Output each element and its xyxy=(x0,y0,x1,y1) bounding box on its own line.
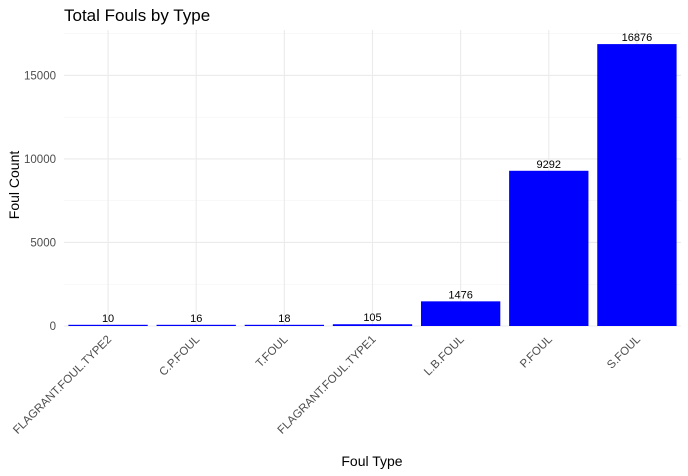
bar xyxy=(332,324,413,326)
x-tick-label: FLAGRANT.FOUL.TYPE1 xyxy=(276,334,379,437)
bar-value-label: 1476 xyxy=(448,289,472,301)
y-tick-label: 5000 xyxy=(30,237,56,249)
y-tick-label: 15000 xyxy=(24,70,56,82)
x-tick-label: L.B.FOUL xyxy=(422,333,467,378)
bar xyxy=(509,170,589,326)
chart-title: Total Fouls by Type xyxy=(64,6,210,25)
x-axis-title: Foul Type xyxy=(341,453,402,469)
bar-value-label: 18 xyxy=(278,313,290,325)
y-tick-label: 0 xyxy=(50,321,56,333)
y-axis-tick-labels: 0 5000 10000 15000 xyxy=(24,70,56,333)
bar-value-label: 16 xyxy=(190,313,202,325)
x-tick-label: S.FOUL xyxy=(605,333,643,371)
x-axis-tick-labels: FLAGRANT.FOUL.TYPE2 C.P.FOUL T.FOULFLAGRAN… xyxy=(11,333,643,436)
bar-value-label: 9292 xyxy=(537,159,561,171)
x-tick-label: T.FOUL xyxy=(254,333,291,370)
bar xyxy=(244,324,325,326)
bar-value-label: 16876 xyxy=(622,32,653,44)
bar xyxy=(68,324,148,326)
x-tick-label: P.FOUL xyxy=(518,333,555,370)
y-tick-label: 10000 xyxy=(24,154,56,166)
x-tick-label: C.P.FOUL xyxy=(157,333,202,378)
bar xyxy=(597,44,677,326)
bar-value-label: 10 xyxy=(102,313,114,325)
bar-value-label: 105 xyxy=(363,312,381,324)
bar xyxy=(156,324,236,326)
bar xyxy=(420,301,501,326)
x-tick-label: FLAGRANT.FOUL.TYPE2 xyxy=(11,334,114,437)
bars xyxy=(68,44,677,326)
y-axis-title: Foul Count xyxy=(6,151,22,220)
data-labels: 10 16 18 105 1476 9292 16876 xyxy=(102,32,652,325)
